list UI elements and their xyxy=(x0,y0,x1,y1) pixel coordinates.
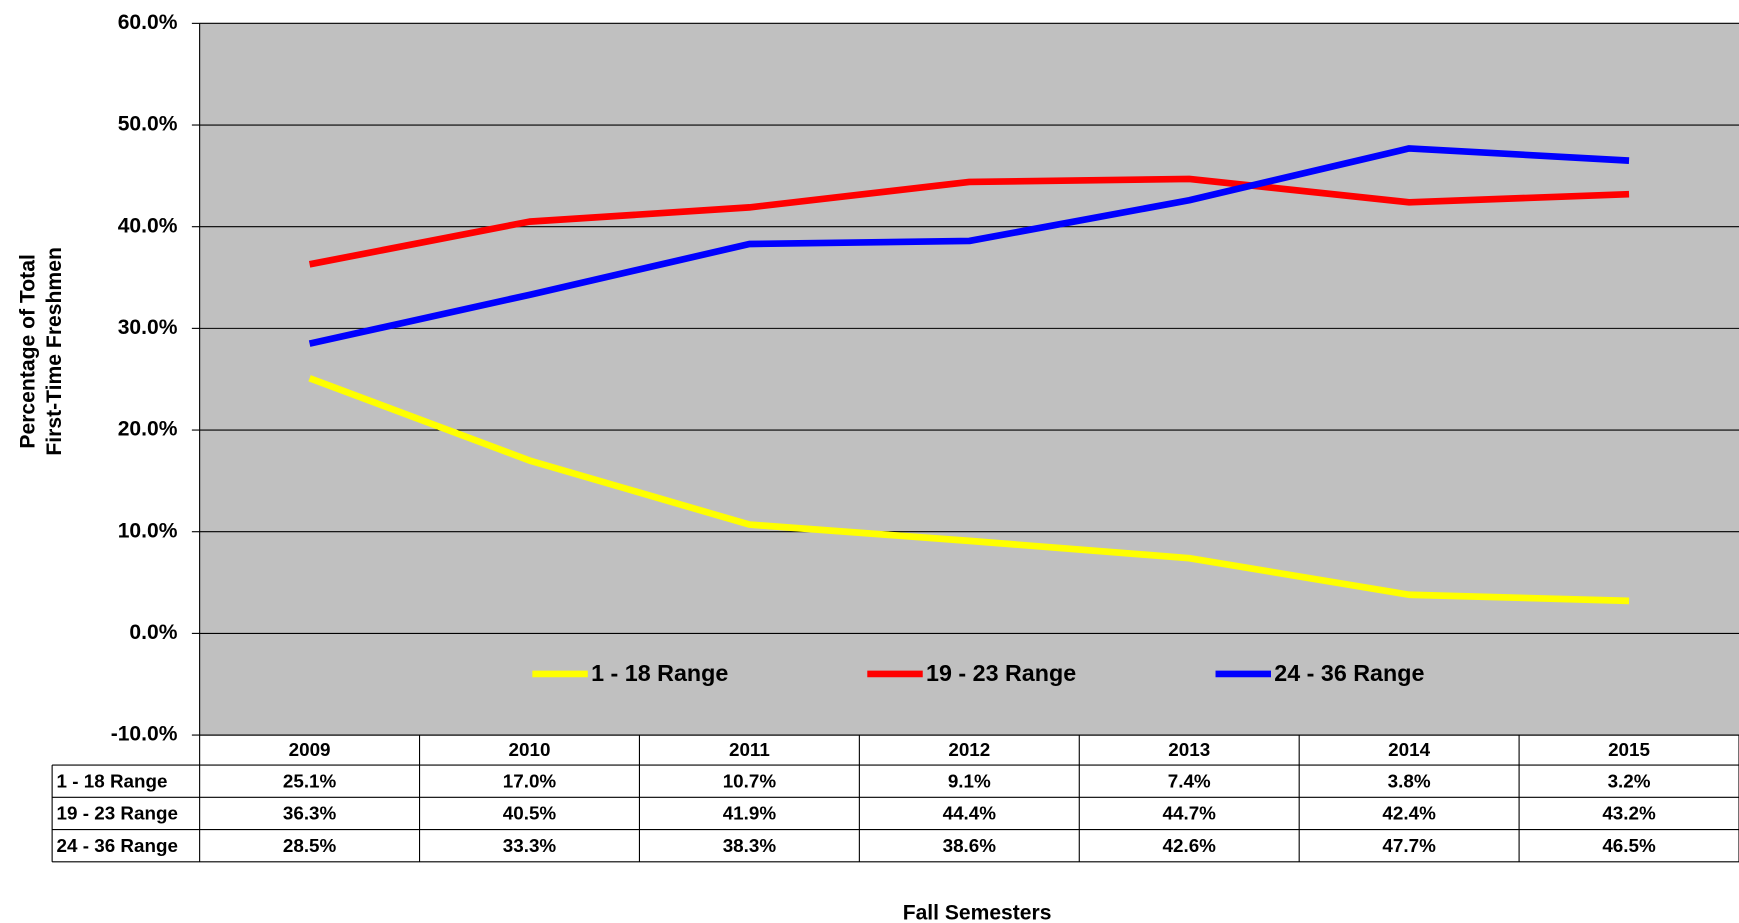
series-line xyxy=(308,175,1630,268)
table-cell: 40.5% xyxy=(503,803,557,824)
table-cell: 28.5% xyxy=(283,835,337,856)
table-cell: 36.3% xyxy=(283,803,337,824)
table-cell: 44.4% xyxy=(943,803,997,824)
series-line xyxy=(308,145,1630,347)
table-cell: 41.9% xyxy=(723,803,777,824)
x-tick-label: 2013 xyxy=(1168,739,1210,760)
table-cell: 25.1% xyxy=(283,770,337,791)
y-tick-label: 0.0% xyxy=(129,621,177,644)
table-cell: 42.4% xyxy=(1382,803,1436,824)
series-line xyxy=(308,375,1630,605)
table-row-label: 1 - 18 Range xyxy=(57,770,168,791)
x-tick-label: 2010 xyxy=(509,739,551,760)
x-tick-label: 2015 xyxy=(1608,739,1650,760)
table-cell: 9.1% xyxy=(948,770,991,791)
table-row-label: 24 - 36 Range xyxy=(57,835,178,856)
x-tick-label: 2011 xyxy=(729,739,770,760)
legend-label: 19 - 23 Range xyxy=(926,660,1076,686)
y-tick-label: 50.0% xyxy=(118,113,178,136)
table-cell: 17.0% xyxy=(503,770,557,791)
y-axis-label-line: Percentage of Total xyxy=(16,254,39,448)
x-tick-label: 2014 xyxy=(1388,739,1430,760)
plot-area xyxy=(199,23,1739,736)
x-tick-label: 2009 xyxy=(289,739,331,760)
table-cell: 3.2% xyxy=(1608,770,1651,791)
table-cell: 46.5% xyxy=(1602,835,1656,856)
y-tick-label: -10.0% xyxy=(111,723,178,746)
y-tick-label: 30.0% xyxy=(118,316,178,339)
legend-label: 1 - 18 Range xyxy=(591,660,728,686)
table-cell: 3.8% xyxy=(1388,770,1431,791)
legend-label: 24 - 36 Range xyxy=(1274,660,1424,686)
table-cell: 43.2% xyxy=(1602,803,1656,824)
x-tick-label: 2012 xyxy=(948,739,990,760)
table-cell: 38.3% xyxy=(723,835,777,856)
table-cell: 47.7% xyxy=(1382,835,1436,856)
y-tick-label: 10.0% xyxy=(118,519,178,542)
y-tick-label: 40.0% xyxy=(118,214,178,237)
table-cell: 42.6% xyxy=(1163,835,1217,856)
y-tick-label: 20.0% xyxy=(118,418,178,441)
x-axis-label: Fall Semesters xyxy=(903,902,1052,923)
y-axis-label-line: First-Time Freshmen xyxy=(43,247,66,456)
table-cell: 44.7% xyxy=(1163,803,1217,824)
table-row-label: 19 - 23 Range xyxy=(57,803,178,824)
y-axis-label: Percentage of Total First-Time Freshmen xyxy=(16,247,66,456)
y-tick-label: 60.0% xyxy=(118,11,178,34)
table-cell: 38.6% xyxy=(943,835,997,856)
table-cell: 10.7% xyxy=(723,770,777,791)
table-cell: 33.3% xyxy=(503,835,557,856)
table-cell: 7.4% xyxy=(1168,770,1211,791)
